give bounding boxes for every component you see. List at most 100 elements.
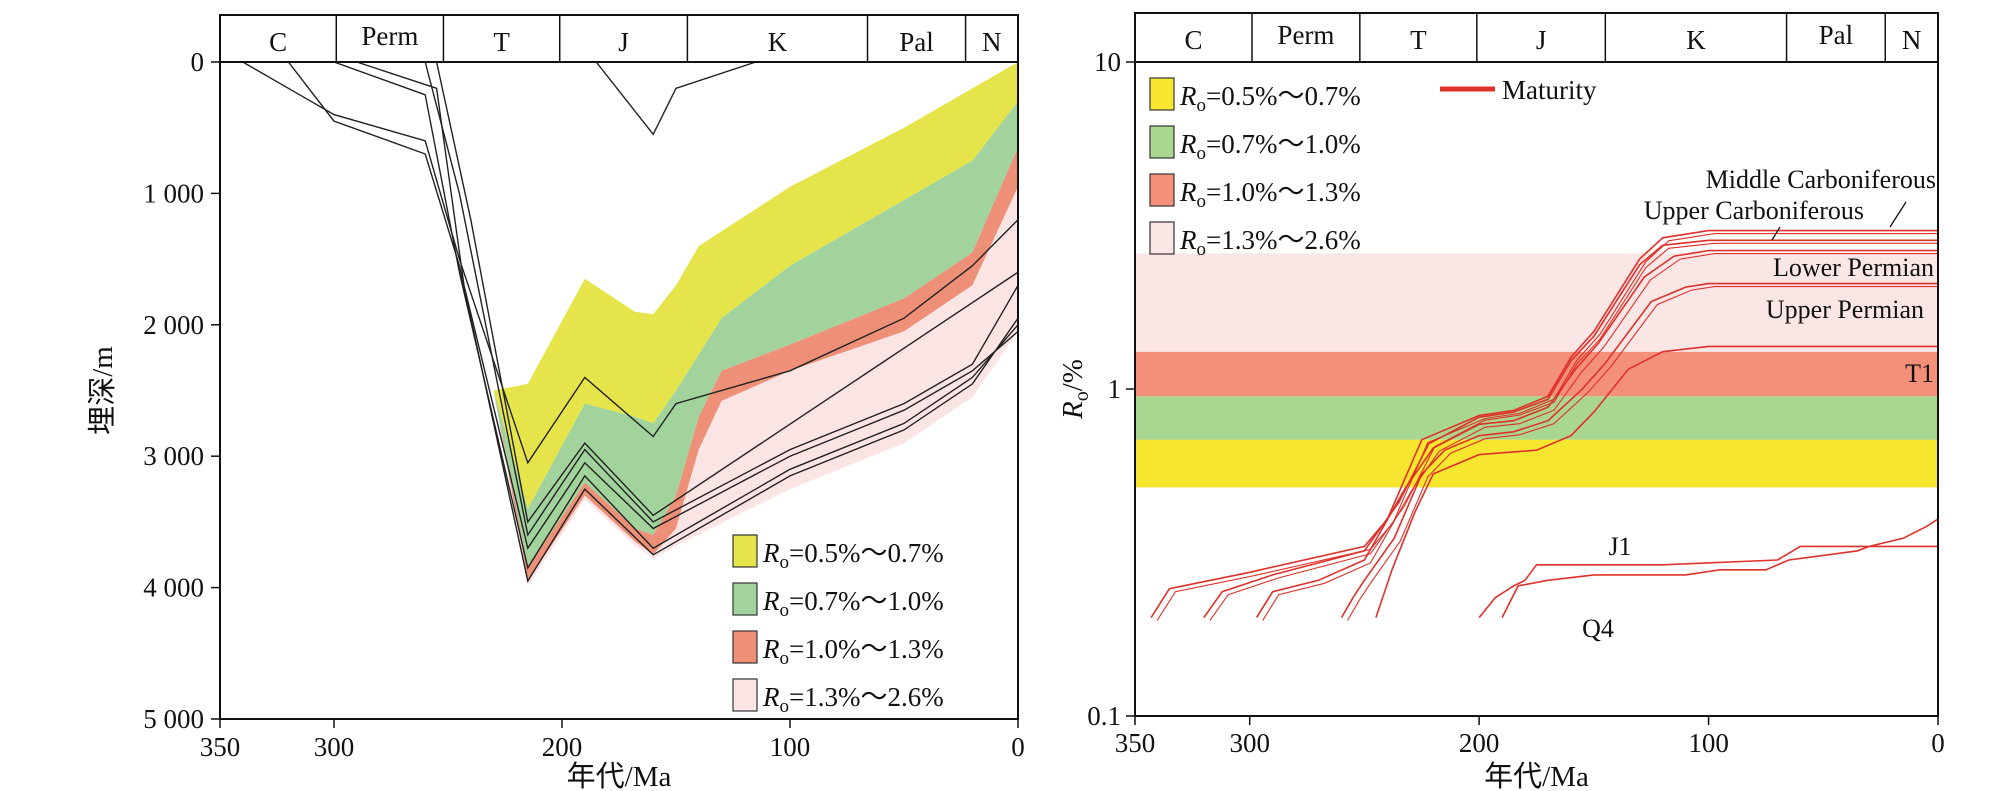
legend-item: Ro=1.3%～2.6% [762,682,944,717]
legend-item: Ro=0.7%～1.0% [762,586,944,621]
legend-symbol: R [1179,129,1197,159]
burial-line-2 [333,62,1018,570]
period-label-J: J [1536,25,1547,55]
maturity-line-lower-permian [1255,249,1938,619]
period-label-Pal: Pal [1819,20,1854,50]
burial-line-5 [435,62,1018,524]
legend-subscript: o [1197,143,1207,164]
period-label-N: N [1902,25,1922,55]
period-label-K: K [768,27,788,57]
legend-subscript: o [780,648,790,669]
x-tick-label: 300 [1229,728,1270,758]
curve-label-j1: J1 [1608,532,1631,561]
x-axis-label: 年代/Ma [567,760,672,791]
y-tick-label: 5 000 [143,704,204,734]
legend-text: =1.3%～2.6% [789,682,944,712]
y-axis-subscript: o [1071,391,1093,401]
legend-subscript: o [1197,95,1207,116]
y-axis-symbol: R [1057,401,1089,420]
legend-swatch [732,678,758,712]
maturity-line-j1 [1478,545,1938,619]
maturity-zone-1.0-1.3 [493,147,1018,581]
legend-symbol: R [762,682,780,712]
legend-item: Ro=1.0%～1.3% [762,634,944,669]
burial-history-chart: C Perm T J K Pal N 350 300 200 100 0 0 1 000 2 000 3 00… [87,14,1025,791]
maturity-line-q4 [1501,518,1939,618]
y-axis-label: 埋深/m [87,346,119,435]
legend-text: =0.7%～1.0% [1206,129,1361,159]
y-tick-label: 10 [1094,47,1121,77]
maturity-line-branch [1156,233,1938,621]
y-tick-label: 0.1 [1087,701,1121,731]
period-label-T: T [493,27,510,57]
label-leader [1771,226,1781,241]
x-tick-label: 0 [1011,732,1025,762]
y-tick-label: 3 000 [143,441,204,471]
maturity-zone-1.3-2.6 [493,186,1018,587]
legend-swatch [1149,77,1175,111]
y-tick-label: 1 [1108,374,1122,404]
curve-label-middle-carboniferous: Middle Carboniferous [1706,165,1936,194]
legend-symbol: R [762,586,780,616]
maturity-line-branch [1262,253,1938,621]
maturity-line-middle-carboniferous [1150,229,1938,619]
label-leader [1889,201,1907,228]
legend-text: =0.5%～0.7% [1206,81,1361,111]
legend-subscript: o [780,552,790,573]
legend-item: Ro=0.5%～0.7% [762,538,944,573]
legend-symbol: R [762,538,780,568]
legend-text: =0.7%～1.0% [789,586,944,616]
y-tick-label: 1 000 [143,178,204,208]
x-tick-label: 100 [1688,728,1729,758]
x-tick-label: 100 [770,732,811,762]
maturity-band-1.3-2.6 [1135,253,1938,352]
legend-text: =1.0%～1.3% [1206,177,1361,207]
maturity-line-upper-carboniferous [1203,239,1938,619]
legend-text: =1.3%～2.6% [1206,225,1361,255]
maturity-zone-0.5-0.7 [493,62,1018,509]
burial-line-4 [424,62,1018,537]
period-label-N: N [982,27,1002,57]
legend-swatch [732,630,758,664]
burial-line-3 [356,62,1018,550]
legend-symbol: R [1179,225,1197,255]
legend-swatch [732,534,758,568]
legend-swatch [1149,221,1175,255]
period-header [219,14,1019,63]
maturity-line-upper-permian [1340,282,1938,619]
period-label-Pal: Pal [899,27,934,57]
legend-symbol: R [1179,177,1197,207]
y-axis-label: Ro/% [1057,359,1093,420]
maturity-line-t1 [1375,345,1938,618]
legend-swatch [1149,173,1175,207]
x-tick-label: 300 [314,732,355,762]
period-label-C: C [1184,25,1202,55]
x-tick-label: 350 [1115,728,1156,758]
maturity-band-0.5-0.7 [1135,439,1938,488]
legend-item: Ro=0.7%～1.0% [1179,129,1361,164]
legend-subscript: o [1197,239,1207,260]
burial-line-6 [595,62,757,136]
burial-line-0 [242,62,1018,465]
legend-text: =1.0%～1.3% [789,634,944,664]
legend-text: =0.5%～0.7% [789,538,944,568]
y-axis-unit: /% [1057,359,1089,391]
maturity-line-branch [1347,286,1938,621]
legend-subscript: o [780,600,790,621]
period-label-Perm: Perm [1277,20,1334,50]
maturity-zone-0.7-1.0 [493,101,1018,568]
maturity-legend-label: Maturity [1502,75,1597,105]
period-header [1134,12,1939,63]
y-tick-label: 2 000 [143,310,204,340]
curve-label-upper-carboniferous: Upper Carboniferous [1644,196,1864,225]
curve-label-lower-permian: Lower Permian [1773,253,1934,282]
y-tick-label: 0 [191,47,205,77]
legend-symbol: R [762,634,780,664]
maturity-band-1.0-1.3 [1135,351,1938,397]
legend-swatch [732,582,758,616]
period-label-T: T [1410,25,1427,55]
period-label-K: K [1686,25,1706,55]
legend-item: Ro=0.5%～0.7% [1179,81,1361,116]
